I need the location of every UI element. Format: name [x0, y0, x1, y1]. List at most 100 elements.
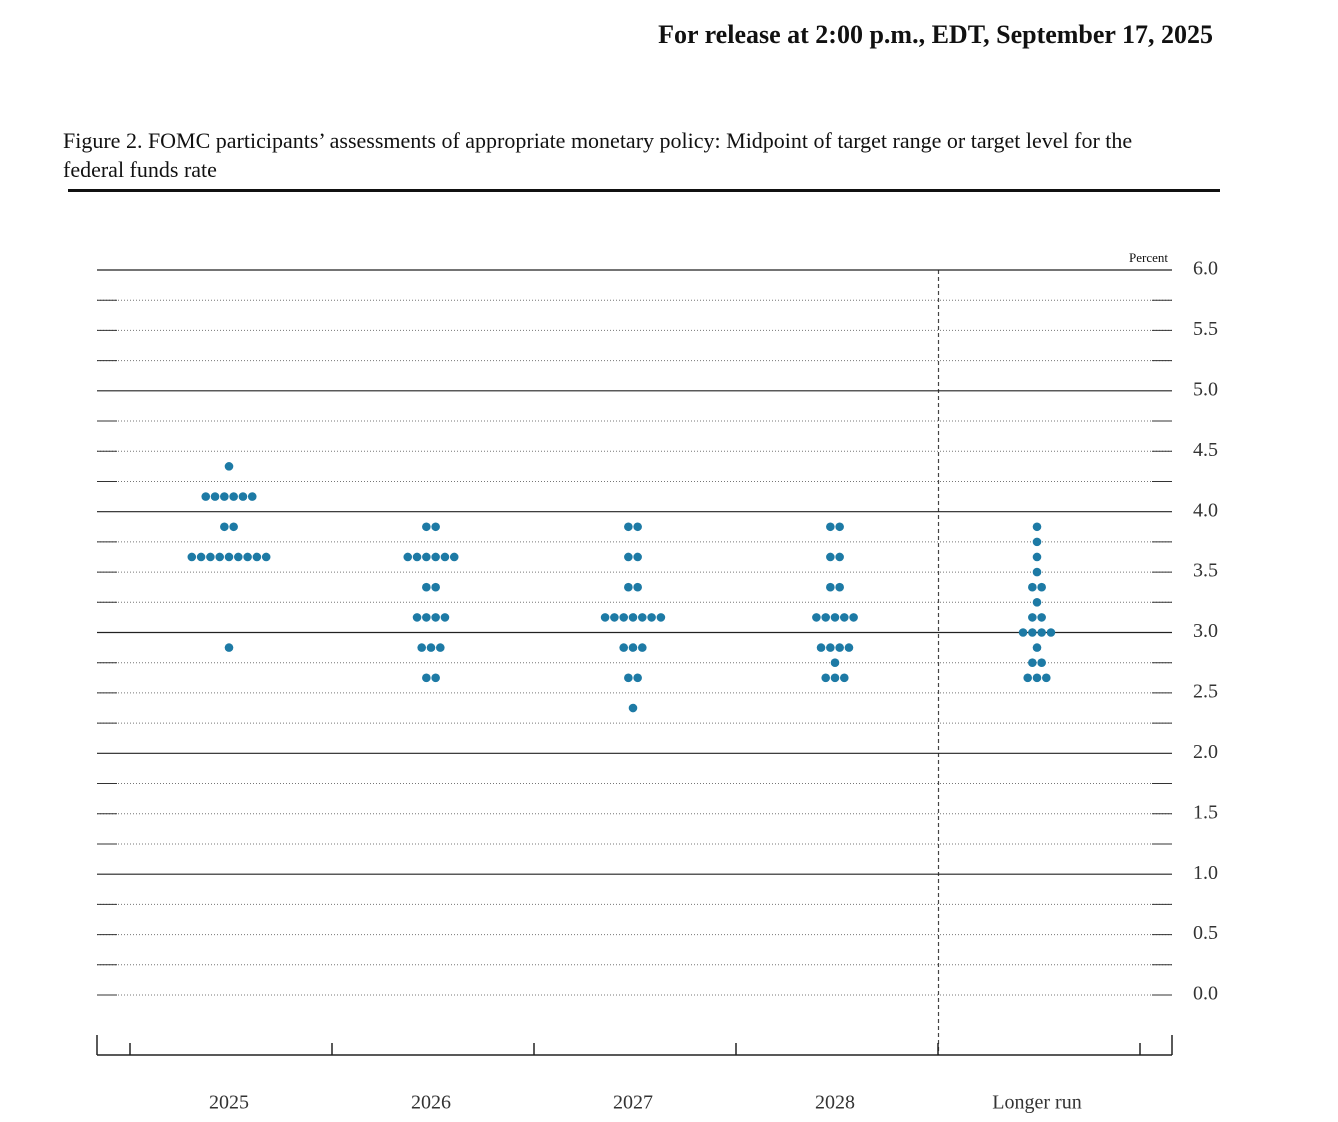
dot	[422, 613, 431, 622]
dot	[849, 613, 858, 622]
dot	[220, 522, 229, 532]
dot	[431, 613, 440, 622]
dot	[1032, 567, 1042, 577]
dot	[431, 552, 440, 562]
dot	[624, 673, 633, 683]
dot	[816, 643, 826, 652]
title-rule	[68, 189, 1220, 192]
dot	[844, 643, 854, 652]
dot	[412, 552, 422, 562]
x-tick-label: Longer run	[992, 1092, 1081, 1114]
dot	[449, 552, 459, 562]
dot	[1032, 643, 1042, 652]
dot	[1032, 597, 1042, 607]
dot	[422, 522, 431, 532]
dot	[422, 552, 431, 562]
y-tick-label: 0.0	[1193, 983, 1218, 1005]
dot	[638, 643, 647, 652]
dot	[619, 613, 628, 622]
y-tick-label: 0.5	[1193, 922, 1218, 944]
dot	[826, 643, 835, 652]
dot	[261, 552, 271, 562]
dot	[247, 492, 257, 501]
y-tick-label: 2.5	[1193, 681, 1218, 703]
dot	[1046, 628, 1056, 637]
dot	[224, 552, 234, 562]
dot	[821, 673, 830, 683]
y-tick-label: 1.5	[1193, 801, 1218, 823]
dot	[1032, 537, 1042, 547]
dot	[431, 673, 440, 683]
dot	[647, 613, 656, 622]
dot	[628, 703, 638, 713]
dot	[633, 582, 642, 592]
dot	[234, 552, 243, 562]
dot	[1042, 673, 1051, 683]
dot	[224, 643, 234, 652]
dot	[417, 643, 427, 652]
dot	[638, 613, 647, 622]
dot	[830, 613, 840, 622]
dot	[201, 492, 211, 501]
dot	[1037, 628, 1046, 637]
dot	[1028, 582, 1037, 592]
dot	[826, 552, 835, 562]
x-tick-label: 2028	[815, 1092, 855, 1114]
dot	[229, 522, 238, 532]
dot	[224, 462, 234, 471]
dot	[835, 522, 844, 532]
dot	[830, 673, 840, 683]
dot	[1032, 522, 1042, 532]
dot	[628, 643, 638, 652]
y-tick-label: 4.5	[1193, 439, 1218, 461]
dot	[431, 522, 440, 532]
dot	[610, 613, 619, 622]
y-tick-label: 4.0	[1193, 499, 1218, 521]
x-tick-label: 2026	[411, 1092, 451, 1114]
dot	[821, 613, 830, 622]
dot	[600, 613, 610, 622]
dot	[835, 643, 844, 652]
dot	[403, 552, 413, 562]
dot	[624, 522, 633, 532]
y-axis-label: Percent	[1129, 250, 1168, 265]
dot	[422, 673, 431, 683]
y-tick-label: 5.5	[1193, 318, 1218, 340]
dot	[835, 552, 844, 562]
y-tick-label: 3.5	[1193, 560, 1218, 582]
dot	[243, 552, 252, 562]
dot	[840, 673, 849, 683]
dot	[187, 552, 197, 562]
y-tick-label: 2.0	[1193, 741, 1218, 763]
dot	[1032, 673, 1042, 683]
dot	[624, 582, 633, 592]
dot	[840, 613, 849, 622]
dot	[252, 552, 262, 562]
dot	[812, 613, 821, 622]
y-tick-label: 5.0	[1193, 378, 1218, 400]
figure-title: Figure 2. FOMC participants’ assessments…	[63, 128, 1133, 182]
dot	[436, 643, 445, 652]
dot	[826, 582, 835, 592]
dot	[656, 613, 666, 622]
dot	[440, 613, 450, 622]
dot	[628, 613, 638, 622]
dot	[1023, 673, 1032, 683]
dot	[1037, 613, 1046, 622]
dot	[1037, 658, 1046, 668]
dot	[196, 552, 206, 562]
dot	[1032, 552, 1042, 562]
dot	[1028, 613, 1037, 622]
dot	[426, 643, 436, 652]
dot	[1028, 628, 1037, 637]
dot	[633, 673, 642, 683]
dot	[210, 492, 220, 501]
y-tick-label: 3.0	[1193, 620, 1218, 642]
dot	[412, 613, 422, 622]
dot	[422, 582, 431, 592]
dot	[633, 552, 642, 562]
dot	[624, 552, 633, 562]
